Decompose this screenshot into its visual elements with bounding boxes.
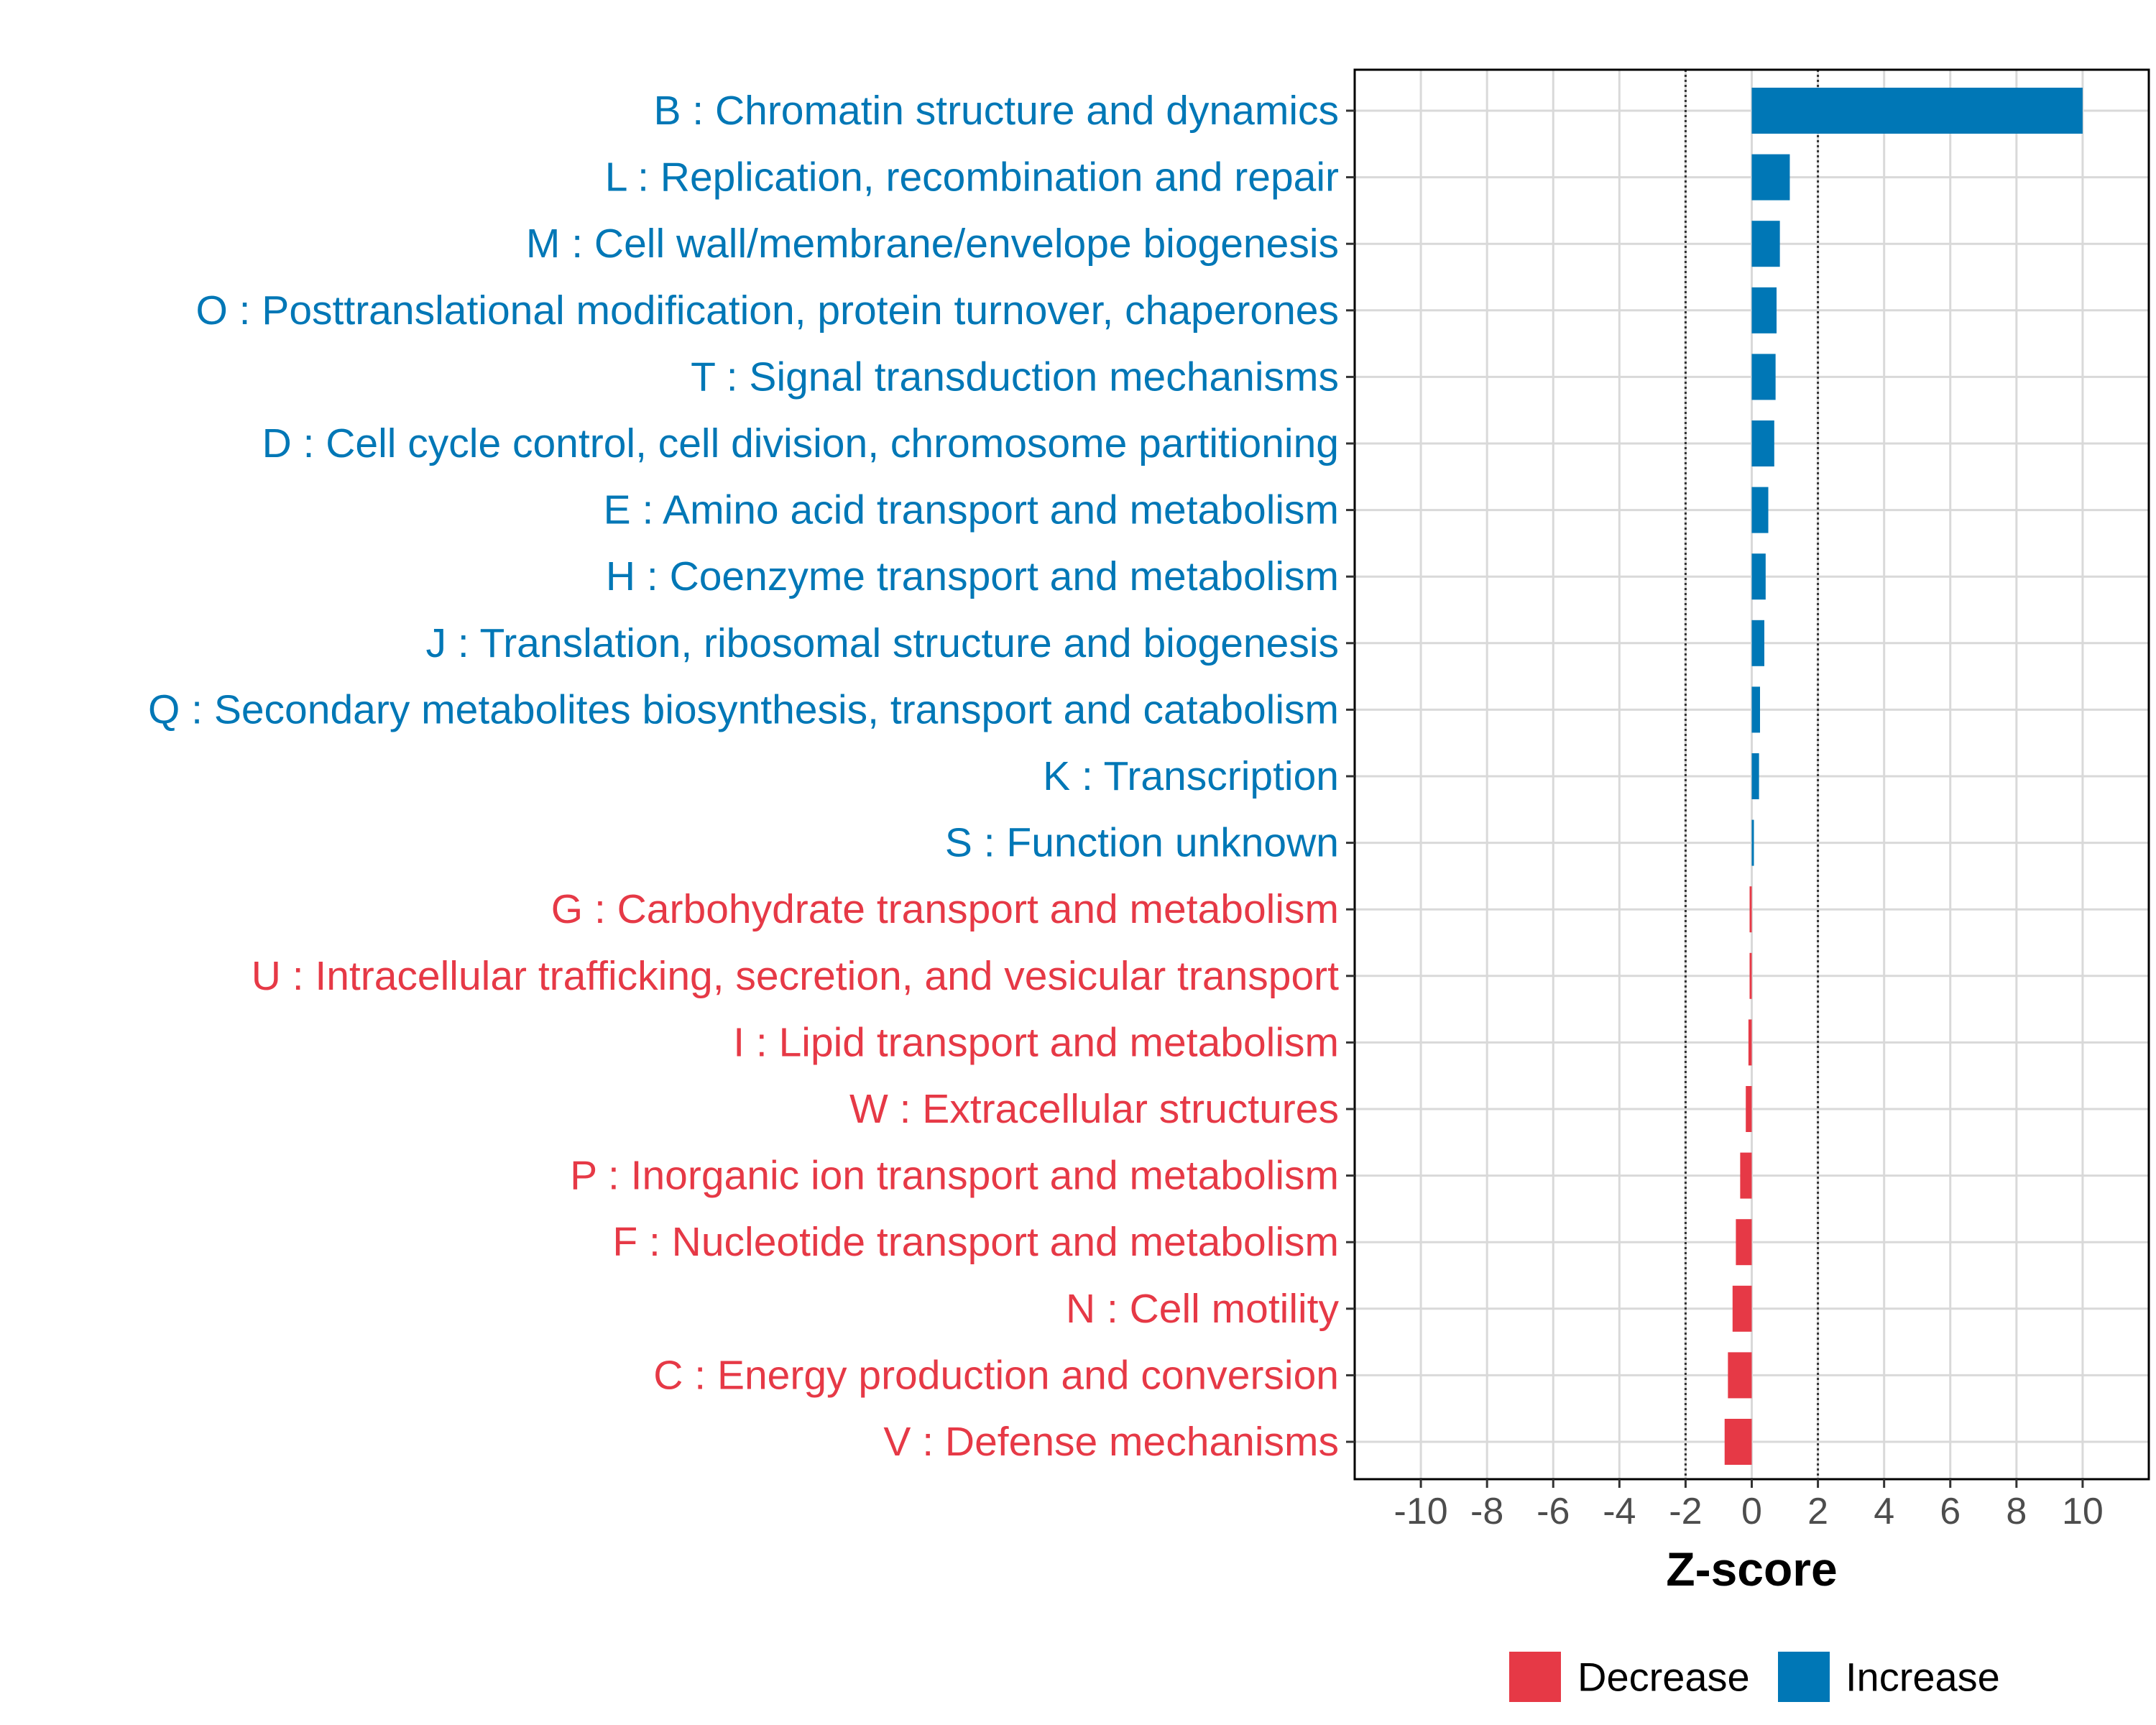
x-tick-label: -6 <box>1537 1491 1570 1532</box>
bar <box>1751 154 1790 201</box>
x-tick-label: 6 <box>1940 1491 1961 1532</box>
category-label: L : Replication, recombination and repai… <box>605 155 1339 201</box>
x-tick-label: 8 <box>2006 1491 2027 1532</box>
category-label: H : Coenzyme transport and metabolism <box>606 553 1339 599</box>
bar <box>1751 354 1776 400</box>
x-tick-label: 0 <box>1741 1491 1762 1532</box>
category-label: S : Function unknown <box>945 820 1339 866</box>
category-label: O : Posttranslational modification, prot… <box>195 288 1339 334</box>
category-label: B : Chromatin structure and dynamics <box>653 88 1339 134</box>
x-tick-label: -10 <box>1394 1491 1448 1532</box>
legend-swatch <box>1509 1652 1561 1702</box>
legend-swatch <box>1778 1652 1830 1702</box>
bar <box>1751 553 1766 600</box>
bar <box>1736 1219 1752 1266</box>
bar <box>1751 753 1759 799</box>
category-label: T : Signal transduction mechanisms <box>691 354 1339 400</box>
y-ticks <box>1346 109 1355 1443</box>
bar <box>1749 952 1752 999</box>
x-tick-label: -2 <box>1669 1491 1702 1532</box>
x-tick-label: -8 <box>1470 1491 1503 1532</box>
bar <box>1732 1285 1752 1332</box>
bar <box>1751 487 1769 533</box>
bar <box>1724 1419 1752 1465</box>
legend-label: Decrease <box>1577 1655 1750 1700</box>
bar <box>1751 221 1780 267</box>
bar <box>1751 620 1764 666</box>
category-label: F : Nucleotide transport and metabolism <box>612 1219 1339 1265</box>
x-tick-label: -4 <box>1603 1491 1636 1532</box>
category-label: N : Cell motility <box>1066 1286 1340 1332</box>
x-axis-title: Z-score <box>1666 1542 1837 1596</box>
bar <box>1746 1086 1752 1132</box>
x-ticks: -10 -8 -6 -4 -2 0 2 4 6 8 10 <box>1394 1479 2104 1532</box>
category-label: D : Cell cycle control, cell division, c… <box>262 420 1339 466</box>
bar <box>1751 88 2083 134</box>
category-label: J : Translation, ribosomal structure and… <box>426 620 1339 666</box>
x-tick-label: 10 <box>2062 1491 2104 1532</box>
bar <box>1749 886 1752 933</box>
bar <box>1751 819 1754 866</box>
bar <box>1740 1152 1752 1199</box>
bar <box>1748 1019 1752 1066</box>
category-label: U : Intracellular trafficking, secretion… <box>252 953 1339 999</box>
bar <box>1751 420 1774 466</box>
threshold-lines <box>1684 70 1820 1479</box>
category-label: C : Energy production and conversion <box>653 1352 1339 1398</box>
category-label: W : Extracellular structures <box>849 1086 1339 1132</box>
category-label: P : Inorganic ion transport and metaboli… <box>570 1153 1339 1199</box>
category-labels: B : Chromatin structure and dynamics L : … <box>148 88 1340 1465</box>
category-label: I : Lipid transport and metabolism <box>733 1019 1339 1065</box>
category-label: V : Defense mechanisms <box>883 1419 1339 1465</box>
category-label: Q : Secondary metabolites biosynthesis, … <box>148 686 1339 732</box>
bar <box>1751 686 1761 733</box>
legend: Decrease Increase <box>1509 1652 2000 1702</box>
category-label: E : Amino acid transport and metabolism <box>604 487 1339 533</box>
category-label: M : Cell wall/membrane/envelope biogenes… <box>526 221 1339 267</box>
bar <box>1728 1352 1752 1399</box>
category-label: K : Transcription <box>1043 753 1339 799</box>
bar <box>1751 287 1777 334</box>
legend-label: Increase <box>1846 1655 2000 1700</box>
x-tick-label: 2 <box>1807 1491 1828 1532</box>
category-label: G : Carbohydrate transport and metabolis… <box>551 886 1339 932</box>
bars <box>1724 88 2083 1465</box>
x-tick-label: 4 <box>1874 1491 1894 1532</box>
